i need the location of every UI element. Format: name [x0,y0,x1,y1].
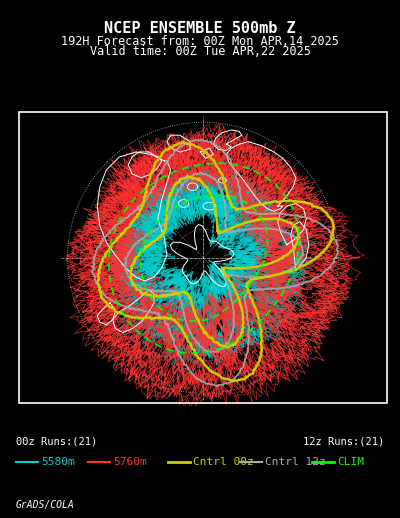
Text: Valid time: 00Z Tue APR,22 2025: Valid time: 00Z Tue APR,22 2025 [90,45,310,59]
Text: 00z Runs:(21): 00z Runs:(21) [16,436,97,447]
Text: CLIM: CLIM [337,457,364,467]
Text: GrADS/COLA: GrADS/COLA [16,500,75,510]
Text: Cntrl 00z: Cntrl 00z [193,457,254,467]
Text: 5580m: 5580m [41,457,74,467]
Text: NCEP ENSEMBLE 500mb Z: NCEP ENSEMBLE 500mb Z [104,21,296,36]
Text: Cntrl 12z: Cntrl 12z [265,457,326,467]
Text: 192H Forecast from: 00Z Mon APR,14 2025: 192H Forecast from: 00Z Mon APR,14 2025 [61,35,339,48]
Text: 5760m: 5760m [113,457,146,467]
Text: 12z Runs:(21): 12z Runs:(21) [303,436,384,447]
